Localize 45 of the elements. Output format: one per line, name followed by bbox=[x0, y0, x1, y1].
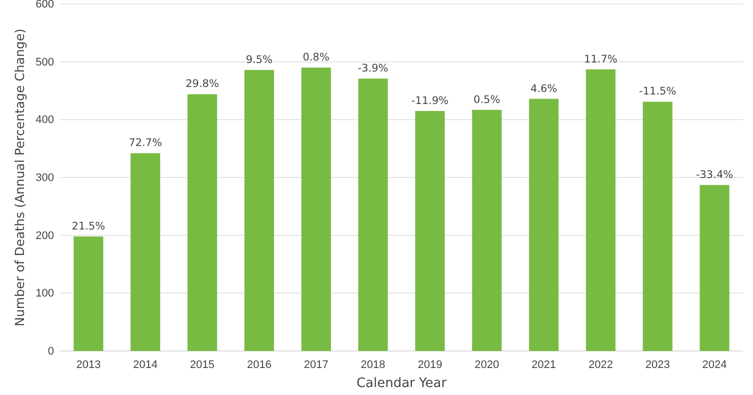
x-tick-label: 2015 bbox=[190, 358, 215, 371]
bar bbox=[358, 78, 388, 351]
x-axis-title: Calendar Year bbox=[356, 376, 448, 391]
annotation: 4.6% bbox=[530, 82, 558, 95]
x-tick-label: 2024 bbox=[702, 358, 727, 371]
annotation: -11.5% bbox=[639, 86, 676, 98]
bar bbox=[187, 94, 218, 351]
x-tick-label: 2013 bbox=[76, 358, 101, 371]
bar bbox=[130, 153, 160, 351]
bar bbox=[415, 110, 445, 351]
bar bbox=[700, 185, 730, 351]
y-tick-label: 0 bbox=[48, 346, 54, 358]
y-tick-label: 200 bbox=[36, 230, 54, 242]
annotation: -33.4% bbox=[696, 169, 734, 182]
x-tick-label: 2021 bbox=[532, 358, 556, 371]
x-tick-label: 2023 bbox=[645, 358, 670, 371]
x-tick-label: 2019 bbox=[418, 358, 442, 371]
annotation: 72.7% bbox=[128, 137, 162, 150]
annotation: 11.7% bbox=[584, 53, 618, 66]
bar bbox=[472, 110, 502, 351]
bar bbox=[642, 102, 672, 351]
bar bbox=[301, 68, 331, 351]
bar bbox=[528, 98, 559, 351]
y-tick-label: 500 bbox=[36, 56, 54, 68]
annotation: -3.9% bbox=[358, 62, 388, 75]
bar bbox=[586, 69, 616, 351]
annotation: 0.5% bbox=[474, 94, 500, 106]
y-tick-label: 100 bbox=[36, 288, 54, 300]
y-tick-label: 400 bbox=[36, 114, 54, 126]
x-tick-label: 2016 bbox=[246, 358, 272, 371]
annotation: 29.8% bbox=[186, 78, 219, 90]
bar bbox=[244, 70, 274, 351]
x-tick-label: 2017 bbox=[304, 358, 328, 371]
y-tick-label: 300 bbox=[36, 172, 54, 184]
x-tick-label: 2022 bbox=[588, 358, 613, 371]
bar bbox=[74, 236, 104, 351]
annotation: 21.5% bbox=[72, 220, 106, 232]
x-tick-label: 2014 bbox=[133, 358, 158, 371]
annotation: -11.9% bbox=[411, 94, 449, 107]
x-tick-label: 2020 bbox=[474, 358, 500, 371]
annotation: 9.5% bbox=[246, 54, 273, 66]
annotation: 0.8% bbox=[302, 52, 330, 64]
y-axis-title: Number of Deaths (Annual Percentage Change) bbox=[12, 28, 27, 326]
x-tick-label: 2018 bbox=[360, 358, 386, 371]
y-tick-label: 600 bbox=[36, 0, 54, 11]
